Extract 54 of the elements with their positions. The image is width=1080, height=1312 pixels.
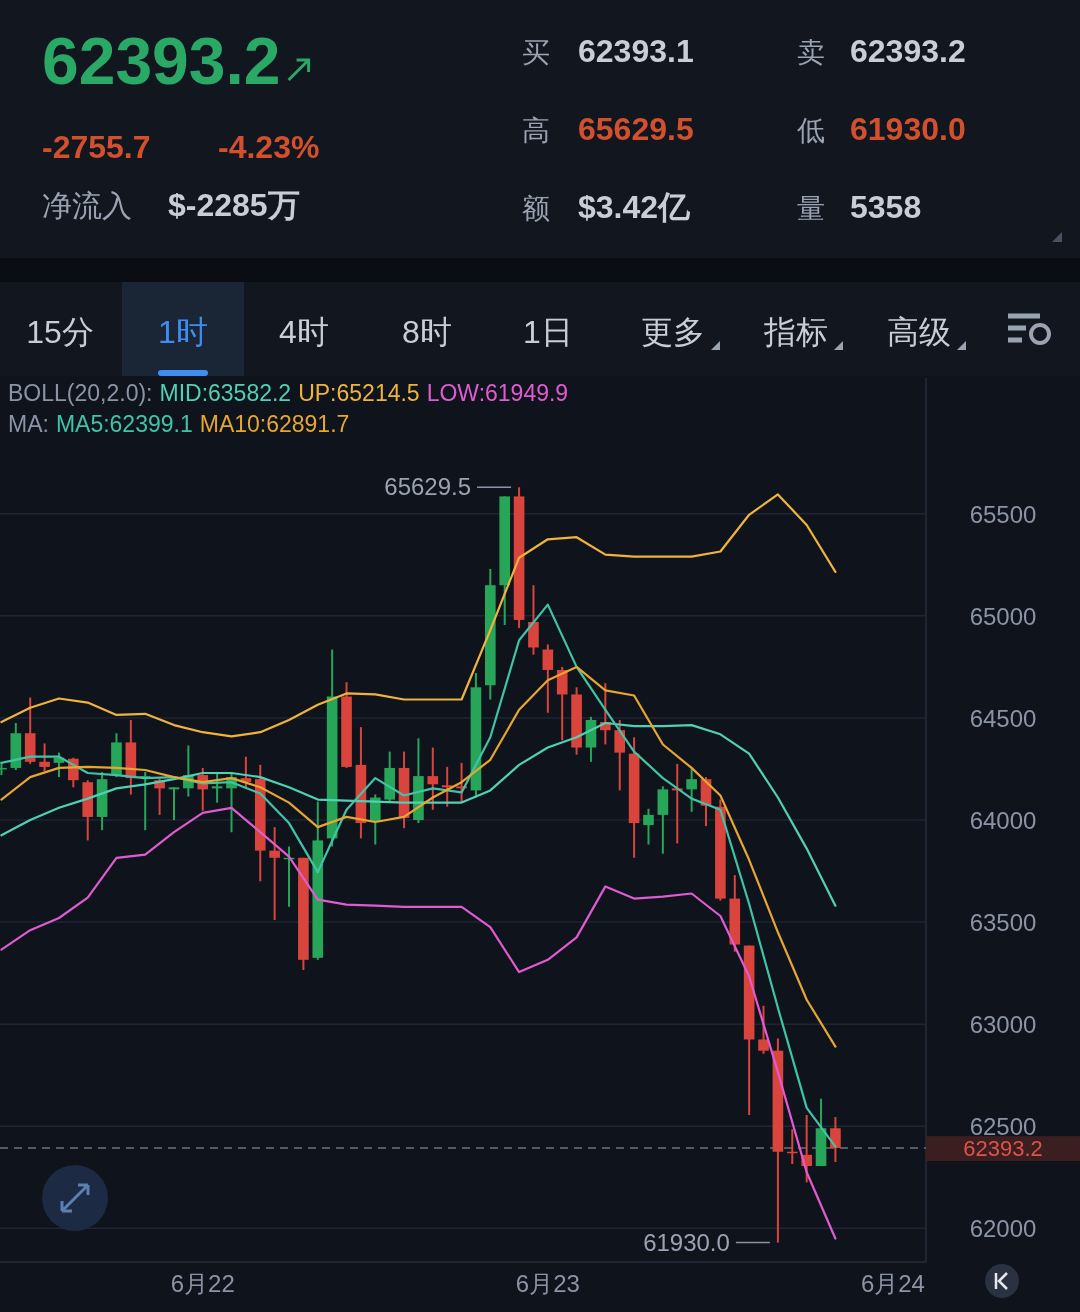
y-tick-label: 63500 bbox=[969, 909, 1037, 937]
line-series bbox=[0, 721, 837, 907]
candlestick bbox=[211, 772, 223, 804]
text: 1时 bbox=[158, 314, 208, 350]
candlestick bbox=[542, 643, 554, 714]
x-tick-label: 6月24 bbox=[860, 1270, 925, 1297]
line-series bbox=[0, 493, 837, 738]
x-tick-label: 6月23 bbox=[515, 1270, 580, 1297]
text: 更多 bbox=[641, 314, 705, 350]
text: 额 bbox=[522, 193, 550, 224]
y-tick-label: 65000 bbox=[969, 602, 1037, 630]
y-tick-label: 64500 bbox=[969, 704, 1037, 732]
candlestick bbox=[614, 718, 626, 792]
x-tick-label: 6月22 bbox=[170, 1270, 235, 1297]
text: 1日 bbox=[523, 314, 573, 350]
y-tick-label: 64000 bbox=[969, 807, 1037, 834]
text: 买 bbox=[522, 37, 550, 68]
text: -2755.7 bbox=[42, 129, 151, 165]
text: -4.23% bbox=[218, 129, 320, 165]
y-tick-label: 62000 bbox=[969, 1215, 1037, 1243]
text: 61930.0 bbox=[850, 111, 966, 147]
candlestick bbox=[830, 1116, 841, 1163]
candlestick bbox=[39, 742, 50, 772]
line-series bbox=[0, 665, 837, 1048]
text: 量 bbox=[797, 193, 825, 224]
text: 62393.2 bbox=[850, 33, 966, 69]
text: 65629.5 bbox=[578, 111, 694, 147]
text: 62393.2 bbox=[42, 24, 281, 98]
text: 62393.1 bbox=[578, 33, 694, 69]
text: 4时 bbox=[279, 314, 329, 350]
text: 指标 bbox=[763, 314, 828, 350]
candlestick bbox=[643, 807, 654, 846]
text: 5358 bbox=[850, 189, 922, 225]
text: $-2285万 bbox=[168, 187, 300, 223]
candlestick bbox=[686, 766, 697, 813]
annotation: 65629.5 bbox=[384, 473, 472, 501]
text: 高 bbox=[522, 115, 550, 146]
text: 高级 bbox=[887, 314, 951, 350]
candlestick bbox=[758, 1004, 769, 1055]
text: $3.42亿 bbox=[578, 189, 692, 225]
text: 卖 bbox=[797, 37, 825, 68]
legend: BOLL(20,2.0): MID:63582.2 UP:65214.5 LOW:61949.9 MA: MA5:62399.1 MA10:62891.7 bbox=[8, 380, 569, 437]
candlestick bbox=[441, 765, 453, 808]
text: 15分 bbox=[26, 314, 94, 350]
text: 8时 bbox=[402, 314, 452, 350]
candlestick bbox=[427, 746, 439, 811]
annotation: 61930.0 bbox=[643, 1228, 730, 1256]
text: 净流入 bbox=[42, 189, 132, 222]
text: 低 bbox=[797, 115, 825, 146]
y-tick-label: 65500 bbox=[969, 500, 1037, 528]
y-tick-label: 63000 bbox=[969, 1011, 1037, 1039]
candlestick bbox=[168, 786, 180, 821]
price-tag: 62393.2 bbox=[926, 1136, 1080, 1162]
candlestick bbox=[269, 826, 280, 922]
